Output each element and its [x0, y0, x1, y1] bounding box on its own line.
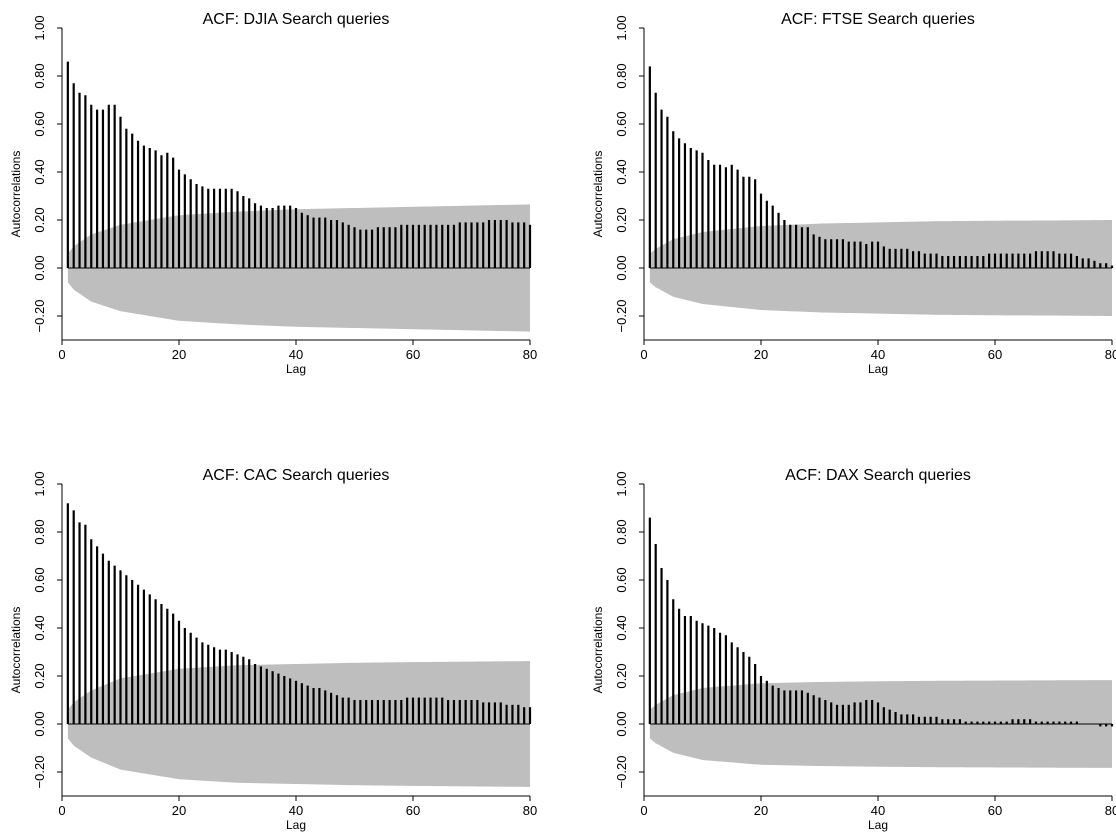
x-tick-label: 40 [871, 803, 885, 818]
y-tick-label: −0.20 [614, 300, 629, 333]
x-axis-title: Lag [286, 818, 306, 832]
y-axis-title: Autocorrelations [591, 151, 605, 238]
y-tick-label: 1.00 [614, 15, 629, 40]
x-tick-label: 20 [754, 803, 768, 818]
x-axis-title: Lag [868, 818, 888, 832]
y-tick-label: 0.80 [614, 519, 629, 544]
x-tick-label: 0 [58, 803, 65, 818]
y-tick-label: 0.40 [614, 159, 629, 184]
x-tick-label: 20 [172, 347, 186, 362]
y-tick-label: 0.60 [32, 567, 47, 592]
y-tick-label: 1.00 [32, 471, 47, 496]
chart-panel-4: ACF: DAX Search queries 0 20 40 60 80 −0.20 0.0… [591, 467, 1116, 832]
x-tick-label: 20 [754, 347, 768, 362]
x-axis-title: Lag [868, 362, 888, 376]
y-tick-label: 0.00 [614, 711, 629, 736]
x-tick-label: 0 [58, 347, 65, 362]
y-tick-label: 0.20 [614, 663, 629, 688]
x-tick-label: 40 [871, 347, 885, 362]
y-axis-title: Autocorrelations [591, 607, 605, 694]
x-tick-label: 0 [640, 803, 647, 818]
y-tick-label: 0.20 [32, 207, 47, 232]
chart-title: ACF: DJIA Search queries [203, 11, 390, 28]
y-tick-label: 0.20 [614, 207, 629, 232]
x-tick-label: 80 [1105, 347, 1116, 362]
x-tick-label: 20 [172, 803, 186, 818]
y-tick-label: 0.80 [32, 63, 47, 88]
y-tick-label: 0.00 [32, 711, 47, 736]
x-tick-label: 40 [289, 803, 303, 818]
chart-title: ACF: CAC Search queries [203, 467, 390, 484]
x-tick-label: 60 [406, 347, 420, 362]
x-tick-label: 40 [289, 347, 303, 362]
y-tick-label: 0.80 [614, 63, 629, 88]
x-tick-label: 60 [988, 347, 1002, 362]
y-tick-label: 1.00 [32, 15, 47, 40]
y-tick-label: 0.40 [614, 615, 629, 640]
y-tick-label: 0.60 [614, 567, 629, 592]
y-axis-title: Autocorrelations [9, 151, 23, 238]
y-tick-label: −0.20 [32, 300, 47, 333]
x-tick-label: 60 [988, 803, 1002, 818]
y-tick-label: −0.20 [32, 756, 47, 789]
y-tick-label: 0.00 [32, 255, 47, 280]
x-tick-label: 80 [523, 347, 537, 362]
x-tick-label: 80 [1105, 803, 1116, 818]
y-tick-label: 0.40 [32, 615, 47, 640]
x-tick-label: 80 [523, 803, 537, 818]
x-tick-label: 0 [640, 347, 647, 362]
chart-title: ACF: FTSE Search queries [781, 11, 975, 28]
y-tick-label: 0.80 [32, 519, 47, 544]
chart-panel-2: ACF: FTSE Search queries 0 20 40 60 80 −0.20 0.… [591, 11, 1116, 376]
y-tick-label: 0.60 [32, 111, 47, 136]
chart-panel-3: ACF: CAC Search queries 0 20 40 60 80 −0.20 0.0… [9, 467, 537, 832]
y-tick-label: 1.00 [614, 471, 629, 496]
y-tick-label: 0.60 [614, 111, 629, 136]
chart-panel-1: ACF: DJIA Search queries 0 20 40 60 80 −0.20 0.… [9, 11, 537, 376]
y-tick-label: 0.20 [32, 663, 47, 688]
y-tick-label: 0.00 [614, 255, 629, 280]
y-tick-label: 0.40 [32, 159, 47, 184]
y-tick-label: −0.20 [614, 756, 629, 789]
x-axis-title: Lag [286, 362, 306, 376]
chart-title: ACF: DAX Search queries [785, 467, 971, 484]
y-axis-title: Autocorrelations [9, 607, 23, 694]
x-tick-label: 60 [406, 803, 420, 818]
